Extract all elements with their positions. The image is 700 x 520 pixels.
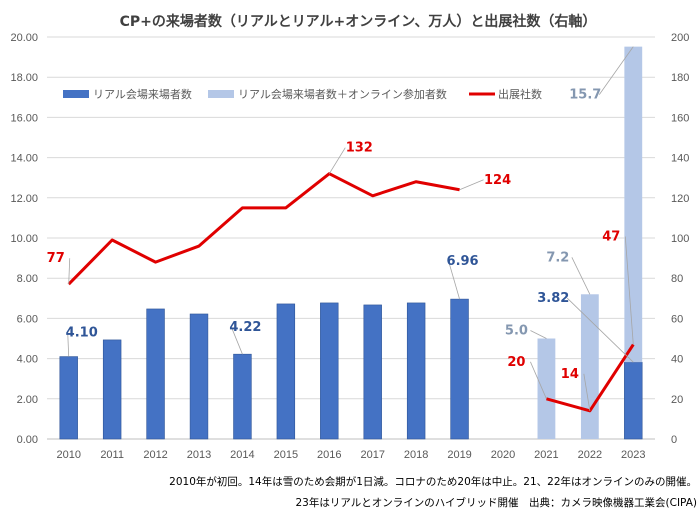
bar-real <box>450 298 469 440</box>
bar-real <box>276 303 296 440</box>
bar-real <box>102 339 122 440</box>
leader-line <box>624 236 634 345</box>
x-tick-label: 2021 <box>534 449 558 461</box>
y-right-tick-label: 80 <box>671 273 683 285</box>
y-left-tick-label: 12.00 <box>10 193 38 205</box>
y-right-tick-label: 140 <box>671 153 689 165</box>
leader-line <box>68 258 71 285</box>
y-left-tick-label: 14.00 <box>10 153 38 165</box>
y-right-tick-label: 200 <box>671 32 689 44</box>
x-tick-label: 2010 <box>56 449 80 461</box>
x-tick-label: 2011 <box>100 449 124 461</box>
x-tick-label: 2014 <box>230 449 254 461</box>
x-tick-label: 2020 <box>491 449 515 461</box>
y-right-tick-label: 160 <box>671 112 689 124</box>
data-label: 47 <box>602 230 620 245</box>
data-label: 7.2 <box>546 250 569 265</box>
bar-real <box>189 313 209 440</box>
y-right-tick-label: 40 <box>671 354 683 366</box>
leader-line <box>583 373 591 411</box>
data-label: 15.7 <box>569 88 601 103</box>
data-label: 14 <box>561 367 579 382</box>
bar-real <box>233 353 252 440</box>
y-left-tick-label: 10.00 <box>10 233 38 245</box>
y-right-tick-label: 120 <box>671 193 689 205</box>
y-left-tick-label: 2.00 <box>17 394 38 406</box>
data-label: 3.82 <box>537 291 569 306</box>
bars <box>59 46 643 440</box>
bar-real <box>59 356 78 440</box>
y-left-tick-label: 0.00 <box>17 434 38 446</box>
bar-real-online <box>624 46 643 363</box>
legend: リアル会場来場者数 リアル会場来場者数＋オンライン参加者数 出展社数 <box>63 87 542 101</box>
bar-real <box>406 302 426 440</box>
data-label: 20 <box>507 355 525 370</box>
y-left-tick-label: 18.00 <box>10 72 38 84</box>
x-tick-label: 2016 <box>317 449 341 461</box>
data-label: 4.10 <box>66 326 98 341</box>
legend-swatch-real <box>63 90 89 98</box>
x-tick-label: 2022 <box>578 449 602 461</box>
legend-label-real: リアル会場来場者数 <box>93 88 192 101</box>
leader-line <box>530 361 547 399</box>
data-label: 6.96 <box>447 254 479 269</box>
y-left-tick-label: 6.00 <box>17 313 38 325</box>
y-right-tick-label: 180 <box>671 72 689 84</box>
leader-line <box>571 257 591 295</box>
y-right-tick-label: 100 <box>671 233 689 245</box>
leader-line <box>567 297 634 363</box>
y-left-tick-label: 20.00 <box>10 32 38 44</box>
bar-real <box>624 361 643 440</box>
leader-line <box>530 330 547 339</box>
y-left-tick-label: 4.00 <box>17 354 38 366</box>
leader-line <box>448 260 460 300</box>
leader-line <box>598 46 634 95</box>
x-tick-label: 2019 <box>447 449 471 461</box>
y-left-tick-label: 16.00 <box>10 112 38 124</box>
x-tick-label: 2017 <box>360 449 384 461</box>
bar-real <box>146 308 165 440</box>
note-line-2: 23年はリアルとオンラインのハイブリッド開催 出典：カメラ映像機器工業会(CIP… <box>295 496 697 509</box>
legend-label-real-online: リアル会場来場者数＋オンライン参加者数 <box>238 87 447 101</box>
data-label: 4.22 <box>229 320 261 335</box>
data-labels: 4.10 4.22 6.96 3.82 5.0 7.2 15.7 77 132 124 20 14 47 <box>47 46 634 411</box>
y-left-tick-label: 8.00 <box>17 273 38 285</box>
line-segment <box>67 172 460 286</box>
y-right-tick-label: 60 <box>671 313 683 325</box>
legend-label-exhibitors: 出展社数 <box>498 87 542 101</box>
x-tick-label: 2012 <box>143 449 167 461</box>
bar-real <box>320 302 339 440</box>
bar-real-online <box>537 338 556 439</box>
data-label: 124 <box>484 173 511 188</box>
bar-real <box>363 304 382 440</box>
legend-swatch-real-online <box>208 90 234 98</box>
x-axis: 2010 2011 2012 2013 2014 2015 2016 2017 2018 2019… <box>56 449 645 461</box>
chart-title: CP+の来場者数（リアルとリアル+オンライン、万人）と出展社数（右軸） <box>120 13 597 30</box>
leader-line <box>328 147 346 174</box>
x-tick-label: 2015 <box>274 449 298 461</box>
data-label: 132 <box>346 141 373 156</box>
note-line-1: 2010年が初回。14年は雪のため会期が1日減。コロナのため20年は中止。21、… <box>169 475 697 488</box>
leader-line <box>459 179 484 191</box>
x-tick-label: 2023 <box>621 449 645 461</box>
y-right-tick-label: 0 <box>671 434 677 446</box>
y-axis-right: 0 20 40 60 80 100 120 140 160 180 200 <box>671 32 689 446</box>
y-axis-left: 0.00 2.00 4.00 6.00 8.00 10.00 12.00 14.00 16.00… <box>10 32 38 446</box>
y-right-tick-label: 20 <box>671 394 683 406</box>
leader-line <box>231 327 243 355</box>
x-tick-label: 2018 <box>404 449 428 461</box>
leader-line <box>67 332 70 357</box>
data-label: 77 <box>47 251 65 266</box>
x-tick-label: 2013 <box>187 449 211 461</box>
data-label: 5.0 <box>505 324 528 339</box>
bar-real-online <box>580 294 599 439</box>
